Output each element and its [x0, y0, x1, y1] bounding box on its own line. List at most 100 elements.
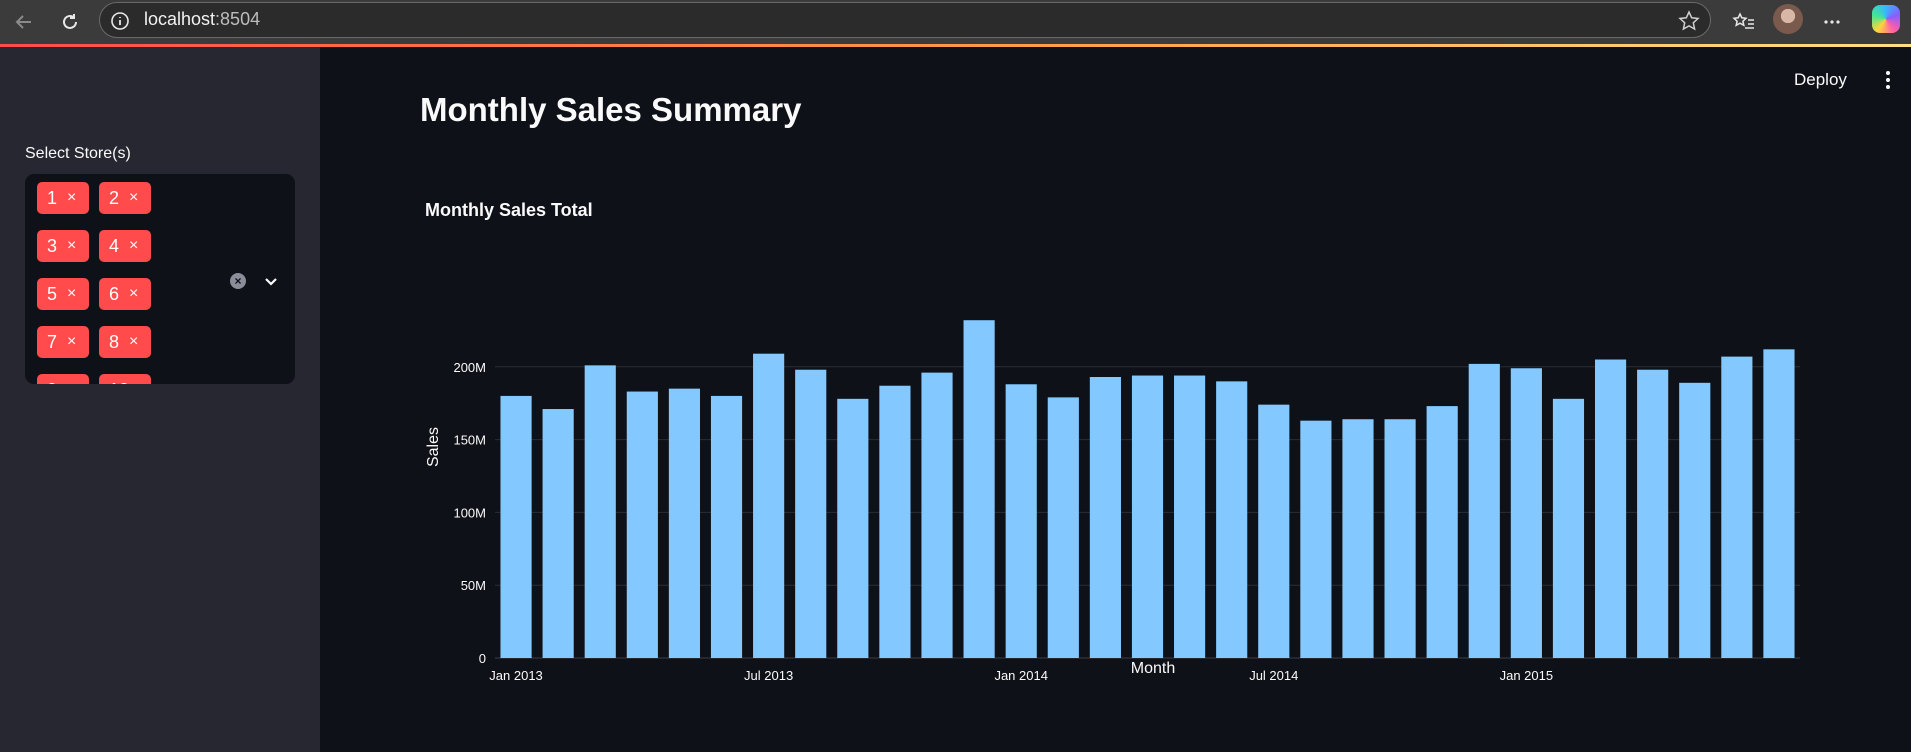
reload-button[interactable]	[54, 6, 86, 38]
x-tick-label: Jul 2013	[744, 668, 793, 683]
bar-2014-05[interactable]	[1174, 375, 1206, 658]
bar-2013-01[interactable]	[500, 395, 532, 658]
bar-2013-05[interactable]	[668, 388, 701, 658]
y-tick-label: 150M	[453, 433, 486, 448]
bar-2014-11[interactable]	[1426, 406, 1458, 658]
back-button[interactable]	[8, 6, 40, 38]
chevron-down-icon[interactable]	[263, 274, 279, 290]
store-tag-label: 7	[47, 331, 58, 352]
favorite-star-icon[interactable]	[1678, 10, 1700, 32]
bar-2014-03[interactable]	[1089, 376, 1121, 658]
bar-2015-01[interactable]	[1510, 368, 1542, 658]
bar-2015-05[interactable]	[1679, 382, 1711, 658]
copilot-icon[interactable]	[1872, 5, 1900, 33]
store-tag-label: 3	[47, 235, 58, 256]
bar-2015-02[interactable]	[1552, 398, 1585, 658]
x-tick-label: Jan 2014	[994, 668, 1048, 683]
bar-2013-07[interactable]	[753, 353, 785, 658]
browser-toolbar: localhost:8504	[0, 0, 1911, 44]
store-select-label: Select Store(s)	[25, 145, 131, 162]
bar-2013-06[interactable]	[710, 395, 743, 658]
bar-2013-02[interactable]	[542, 409, 574, 658]
more-options-button[interactable]	[1816, 6, 1848, 38]
more-horizontal-icon	[1824, 20, 1840, 24]
clear-all-icon[interactable]: ×	[230, 273, 246, 289]
x-axis-label: Month	[1131, 660, 1175, 677]
remove-tag-icon[interactable]: ×	[129, 189, 139, 206]
bar-2015-04[interactable]	[1637, 369, 1669, 658]
bar-2013-09[interactable]	[837, 398, 869, 658]
bar-2014-06[interactable]	[1216, 381, 1248, 658]
favorites-list-icon	[1732, 12, 1754, 29]
main-menu-icon[interactable]	[1876, 68, 1900, 92]
remove-tag-icon[interactable]: ×	[139, 381, 148, 384]
bar-2014-08[interactable]	[1300, 420, 1332, 658]
bar-2013-12[interactable]	[963, 320, 995, 658]
bar-2013-11[interactable]	[921, 372, 953, 658]
remove-tag-icon[interactable]: ×	[67, 237, 77, 254]
remove-tag-icon[interactable]: ×	[67, 333, 77, 350]
store-multiselect[interactable]: 1×2×3×4×5×6×7×8×9×10× ×	[25, 174, 295, 384]
url-host: localhost	[144, 9, 216, 29]
x-tick-label: Jan 2015	[1500, 668, 1554, 683]
x-axis-ticks: Jan 2013 Jul 2013 Jan 2014 Jul 2014 Jan 2015	[489, 668, 1553, 683]
remove-tag-icon[interactable]: ×	[67, 189, 77, 206]
store-tag[interactable]: 9×	[37, 374, 89, 384]
store-tag[interactable]: 4 ×	[99, 230, 151, 262]
sales-bar-chart: Monthly Sales Total 0 50M 100M 150M 200M Jan…	[425, 200, 1800, 683]
store-tag-label: 6	[109, 283, 120, 304]
bar-2014-01[interactable]	[1005, 384, 1037, 658]
sidebar: Select Store(s) 1×2×3×4×5×6×7×8×9×10× ×	[0, 47, 320, 752]
store-tag-label: 10	[109, 380, 129, 385]
bar-2014-09[interactable]	[1342, 419, 1374, 658]
chart-title: Monthly Sales Total	[425, 200, 593, 220]
store-tag[interactable]: 7 ×	[37, 326, 89, 358]
bar-2015-03[interactable]	[1594, 359, 1627, 658]
address-bar[interactable]	[99, 2, 1711, 38]
bar-2014-04[interactable]	[1131, 375, 1164, 658]
store-tag[interactable]: 3 ×	[37, 230, 89, 262]
y-tick-label: 200M	[453, 360, 486, 375]
url-port: :8504	[215, 9, 261, 29]
bar-2014-10[interactable]	[1384, 419, 1416, 658]
store-tag-label: 8	[109, 331, 120, 352]
x-tick-label: Jan 2013	[489, 668, 543, 683]
reload-icon	[63, 14, 77, 29]
bar-2014-07[interactable]	[1258, 404, 1290, 658]
chart-bars	[500, 320, 1795, 658]
bar-2013-03[interactable]	[584, 365, 616, 658]
remove-tag-icon[interactable]: ×	[67, 381, 76, 384]
y-tick-label: 0	[479, 651, 486, 666]
store-tag[interactable]: 6 ×	[99, 278, 151, 310]
bar-2013-10[interactable]	[879, 385, 911, 658]
remove-tag-icon[interactable]: ×	[67, 285, 77, 302]
store-tag-label: 2	[109, 187, 120, 208]
remove-tag-icon[interactable]: ×	[129, 237, 139, 254]
store-tag[interactable]: 5 ×	[37, 278, 89, 310]
y-axis-label: Sales	[425, 427, 442, 467]
favorites-button[interactable]	[1728, 6, 1760, 38]
store-tag-label: 5	[47, 283, 58, 304]
bar-2014-02[interactable]	[1047, 397, 1079, 658]
site-info-icon[interactable]	[110, 11, 130, 31]
bar-2013-04[interactable]	[626, 391, 658, 658]
page-title: Monthly Sales Summary	[420, 91, 802, 128]
back-arrow-icon	[15, 15, 31, 29]
profile-avatar[interactable]	[1773, 4, 1803, 34]
y-axis-ticks: 0 50M 100M 150M 200M	[453, 360, 486, 666]
bar-2013-08[interactable]	[795, 369, 827, 658]
y-tick-label: 100M	[453, 505, 486, 520]
x-tick-label: Jul 2014	[1249, 668, 1298, 683]
store-tag[interactable]: 8 ×	[99, 326, 151, 358]
remove-tag-icon[interactable]: ×	[129, 333, 139, 350]
store-tag-label: 1	[47, 187, 58, 208]
store-tag[interactable]: 1 ×	[37, 182, 89, 214]
bar-2015-07[interactable]	[1763, 349, 1795, 658]
store-tag[interactable]: 2 ×	[99, 182, 151, 214]
remove-tag-icon[interactable]: ×	[129, 285, 139, 302]
bar-2015-06[interactable]	[1721, 356, 1753, 658]
deploy-button[interactable]: Deploy	[1794, 70, 1847, 89]
main-content: Monthly Sales Summary Deploy Monthly Sal…	[320, 47, 1911, 752]
store-tag[interactable]: 10 ×	[99, 374, 151, 384]
bar-2014-12[interactable]	[1468, 363, 1500, 658]
